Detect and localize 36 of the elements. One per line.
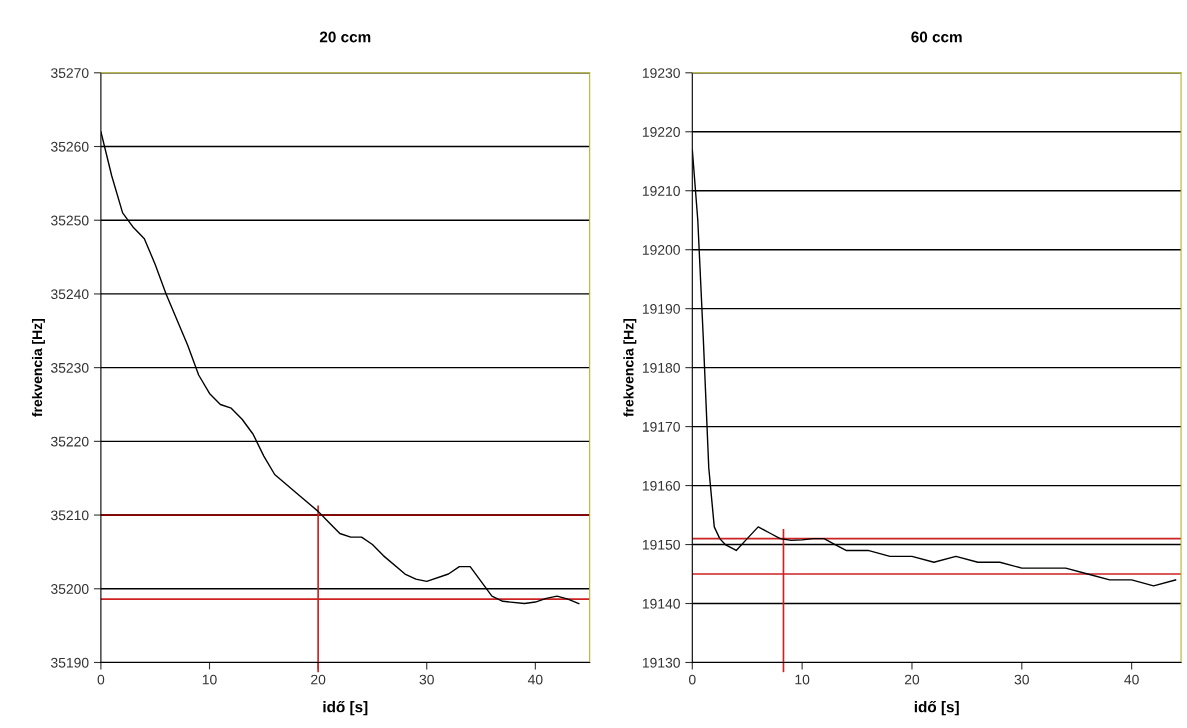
x-tick-label: 10 [202,674,217,685]
y-tick-label: 19190 [642,304,680,314]
y-tick-label: 35250 [51,215,89,226]
y-tick-label: 19200 [642,245,680,255]
y-tick-label: 19220 [642,127,680,137]
y-tick-label: 35240 [51,289,89,300]
x-axis-title: idő [s] [323,701,368,716]
x-tick-label: 30 [419,674,434,685]
y-tick-label: 35200 [51,584,89,594]
x-axis-title: idő [s] [914,701,959,716]
x-tick-label: 20 [904,674,920,685]
x-tick-label: 0 [688,674,696,685]
chart-title: 20 ccm [319,31,371,43]
y-tick-label: 35190 [51,657,89,668]
x-tick-label: 0 [97,674,105,685]
chart-title: 60 ccm [911,31,962,43]
y-tick-label: 19150 [642,539,680,550]
y-tick-label: 35270 [51,68,89,78]
y-tick-label: 19160 [642,480,680,491]
y-tick-label: 35210 [51,510,89,521]
y-tick-label: 19130 [642,657,680,668]
x-tick-label: 30 [1014,674,1029,685]
y-tick-label: 19180 [642,362,680,373]
y-tick-label: 19210 [642,186,680,196]
y-axis-title: frekvencia [Hz] [623,319,637,417]
y-axis-title: frekvencia [Hz] [31,319,45,417]
y-tick-label: 35220 [51,436,89,447]
y-tick-label: 19140 [642,598,680,609]
y-tick-label: 35230 [51,362,89,373]
y-tick-label: 19230 [642,68,680,78]
x-tick-label: 40 [1124,674,1139,685]
y-tick-label: 35260 [51,141,89,152]
x-tick-label: 40 [527,674,543,685]
y-tick-label: 19170 [642,421,680,432]
x-tick-label: 20 [311,674,326,685]
x-tick-label: 10 [795,674,810,685]
